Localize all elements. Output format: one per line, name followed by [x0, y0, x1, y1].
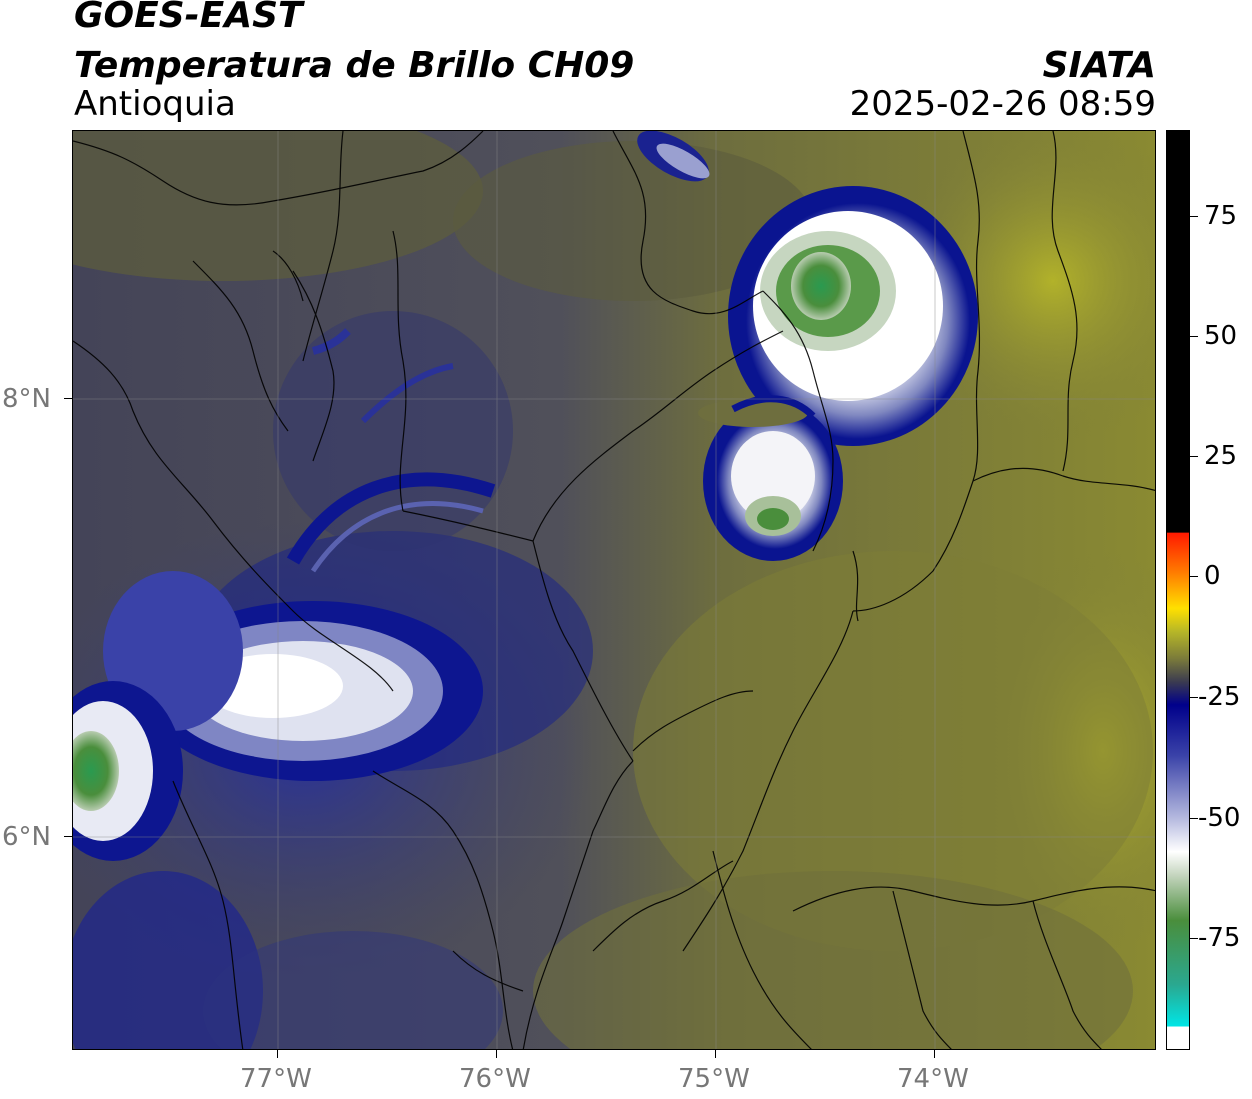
- satellite-title: GOES-EAST: [74, 0, 303, 36]
- colorbar-tick: [1190, 697, 1198, 698]
- colorbar-tick: [1190, 216, 1198, 217]
- colorbar-label-0: 0: [1204, 561, 1221, 591]
- lat-label-6n: 6°N: [2, 822, 51, 852]
- lon-tick: [496, 1050, 497, 1058]
- colorbar-gradient: [1167, 131, 1189, 1049]
- lon-label-75w: 75°W: [678, 1064, 750, 1094]
- lon-tick: [934, 1050, 935, 1058]
- lat-tick: [64, 398, 72, 399]
- colorbar-label-minus75: -75: [1198, 923, 1241, 953]
- colorbar: [1166, 130, 1190, 1050]
- colorbar-label-50: 50: [1204, 321, 1238, 351]
- colorbar-label-75: 75: [1204, 201, 1238, 231]
- agency-label: SIATA: [1042, 45, 1156, 86]
- datetime-label: 2025-02-26 08:59: [849, 84, 1156, 124]
- colorbar-tick: [1190, 456, 1198, 457]
- colorbar-tick: [1190, 336, 1198, 337]
- colorbar-label-25: 25: [1204, 441, 1238, 471]
- colorbar-tick: [1190, 576, 1198, 577]
- region-label: Antioquia: [74, 84, 236, 124]
- brightness-temperature-field: [73, 131, 1155, 1049]
- satellite-map: [72, 130, 1156, 1050]
- graticule: [73, 131, 1155, 1049]
- lon-label-77w: 77°W: [240, 1064, 312, 1094]
- lat-label-8n: 8°N: [2, 384, 51, 414]
- colorbar-tick: [1190, 938, 1198, 939]
- colorbar-tick: [1190, 818, 1198, 819]
- lon-label-76w: 76°W: [459, 1064, 531, 1094]
- product-title: Temperatura de Brillo CH09: [74, 45, 635, 86]
- colorbar-label-minus50: -50: [1198, 803, 1241, 833]
- lon-label-74w: 74°W: [897, 1064, 969, 1094]
- lon-tick: [715, 1050, 716, 1058]
- lon-tick: [277, 1050, 278, 1058]
- colorbar-label-minus25: -25: [1198, 682, 1241, 712]
- lat-tick: [64, 836, 72, 837]
- boundary-lines: [73, 131, 1155, 1049]
